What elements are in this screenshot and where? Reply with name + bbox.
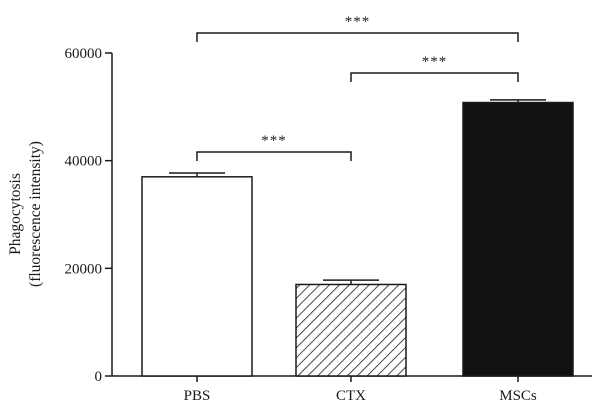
significance-brackets: *** *** *** bbox=[196, 14, 519, 161]
x-tick-label-ctx: CTX bbox=[336, 388, 366, 404]
x-tick-label-pbs: PBS bbox=[184, 388, 211, 404]
x-tick-label-mscs: MSCs bbox=[499, 388, 537, 404]
significance-bracket bbox=[196, 32, 519, 42]
y-axis-title: Phagocytosis (fluorescence intensity) bbox=[7, 141, 44, 287]
bar-ctx bbox=[295, 283, 407, 377]
y-tick-label: 60000 bbox=[65, 46, 103, 62]
bar-mscs bbox=[462, 101, 574, 377]
significance-label: *** bbox=[261, 133, 287, 149]
bars bbox=[141, 99, 574, 377]
significance-bracket bbox=[196, 151, 352, 161]
y-tick-label: 0 bbox=[95, 369, 103, 385]
y-axis-title-line: (fluorescence intensity) bbox=[27, 141, 44, 287]
bar-pbs bbox=[141, 176, 253, 377]
significance-label: *** bbox=[345, 14, 371, 30]
y-axis-title-line: Phagocytosis bbox=[7, 173, 24, 255]
significance-bracket bbox=[350, 72, 519, 82]
y-tick-label: 40000 bbox=[65, 154, 103, 170]
y-tick-label: 20000 bbox=[65, 261, 103, 277]
significance-label: *** bbox=[422, 54, 448, 70]
y-axis-label: Phagocytosis (fluorescence intensity) bbox=[7, 141, 44, 287]
